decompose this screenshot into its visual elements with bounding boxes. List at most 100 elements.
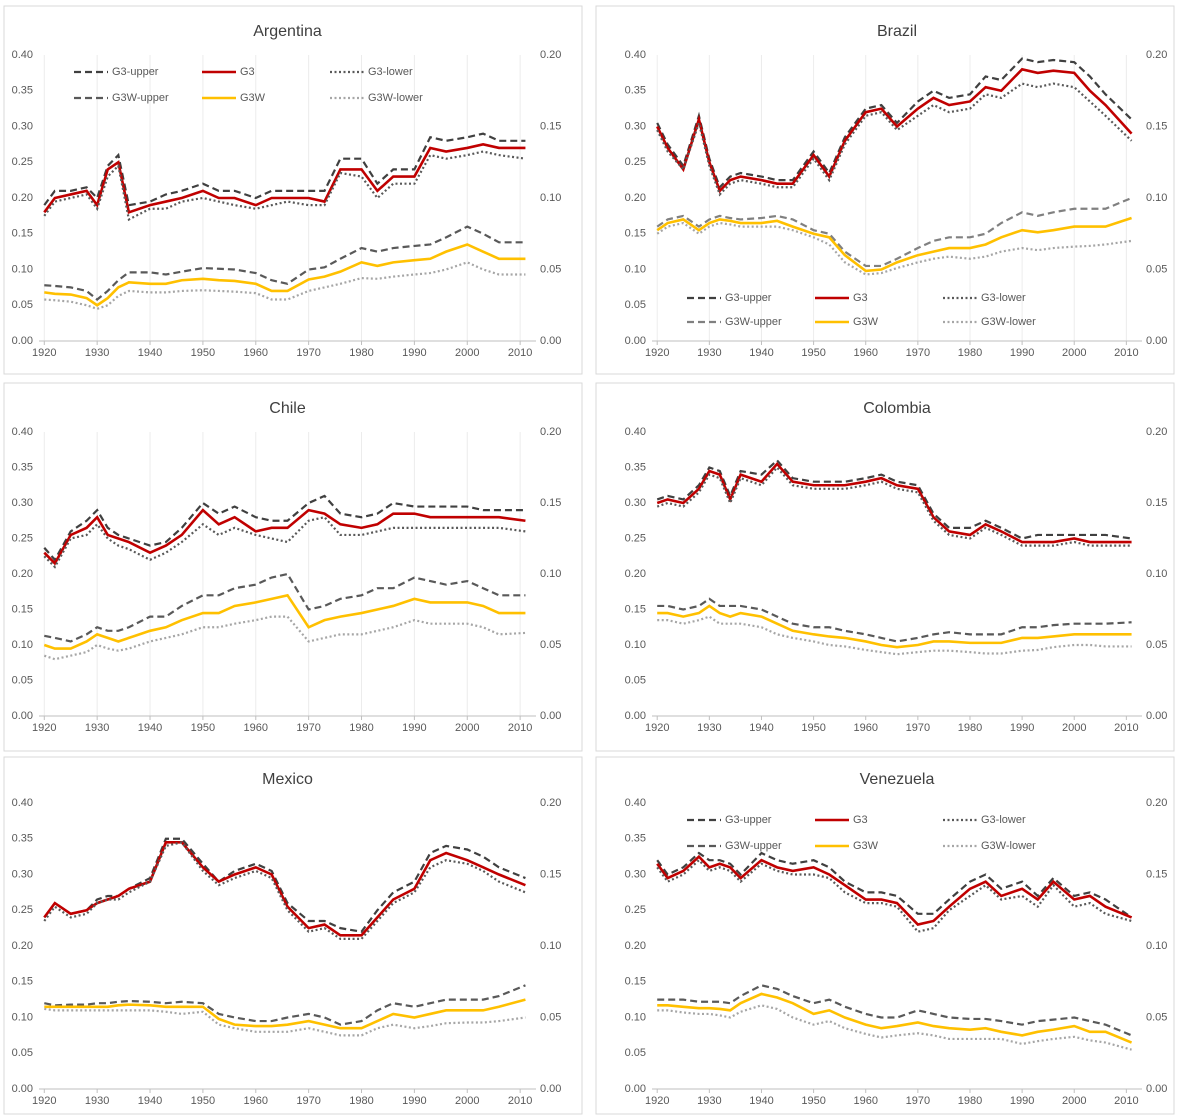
y-tick-label: 0.00 [625, 1083, 646, 1095]
y2-tick-label: 0.10 [1146, 192, 1167, 204]
x-tick-label: 1990 [402, 722, 426, 734]
x-tick-label: 1990 [1010, 1095, 1034, 1107]
x-tick-label: 1940 [138, 347, 162, 359]
y2-tick-label: 0.05 [1146, 263, 1167, 275]
y2-tick-label: 0.15 [540, 497, 561, 509]
y-tick-label: 0.20 [12, 940, 33, 952]
x-tick-label: 1980 [958, 347, 982, 359]
legend-label: G3W-upper [112, 92, 169, 104]
y-tick-label: 0.00 [12, 710, 33, 722]
x-tick-label: 2010 [1114, 1095, 1138, 1107]
y-tick-label: 0.05 [625, 299, 646, 311]
panel [595, 5, 1175, 375]
x-tick-label: 1960 [853, 1095, 877, 1107]
y2-tick-label: 0.20 [540, 426, 561, 438]
x-tick-label: 1980 [958, 722, 982, 734]
y-tick-label: 0.15 [12, 603, 33, 615]
y-tick-label: 0.30 [12, 120, 33, 132]
series-line [44, 243, 526, 307]
y-tick-label: 0.25 [12, 532, 33, 544]
series-line [43, 593, 526, 650]
x-tick-label: 1920 [32, 1095, 56, 1107]
chart-title: Colombia [863, 400, 931, 417]
legend-label: G3-upper [112, 66, 159, 78]
legend-label: G3W [240, 92, 266, 104]
y-tick-label: 0.40 [625, 49, 646, 61]
y-tick-label: 0.35 [12, 833, 33, 845]
y-tick-label: 0.00 [625, 710, 646, 722]
x-tick-label: 1930 [85, 347, 109, 359]
y2-tick-label: 0.15 [1146, 120, 1167, 132]
x-tick-label: 1920 [32, 722, 56, 734]
x-tick-label: 2000 [455, 347, 479, 359]
y2-tick-label: 0.05 [540, 263, 561, 275]
y-tick-label: 0.25 [625, 532, 646, 544]
x-tick-label: 1980 [349, 1095, 373, 1107]
y2-tick-label: 0.20 [1146, 426, 1167, 438]
x-tick-label: 1970 [296, 722, 320, 734]
series-line [44, 984, 526, 1026]
x-tick-label: 2010 [1114, 347, 1138, 359]
x-tick-label: 1970 [906, 1095, 930, 1107]
y2-tick-label: 0.20 [540, 49, 561, 61]
legend-label: G3W-lower [981, 316, 1036, 328]
x-tick-label: 1980 [958, 1095, 982, 1107]
y2-tick-label: 0.00 [540, 710, 561, 722]
series-line [657, 604, 1132, 649]
x-tick-label: 1990 [1010, 722, 1034, 734]
y2-tick-label: 0.20 [1146, 49, 1167, 61]
y-tick-label: 0.05 [12, 674, 33, 686]
x-tick-label: 1990 [1010, 347, 1034, 359]
y-tick-label: 0.20 [12, 192, 33, 204]
y2-tick-label: 0.10 [1146, 568, 1167, 580]
legend-label: G3W-upper [725, 840, 782, 852]
x-tick-label: 1960 [853, 347, 877, 359]
x-tick-label: 1970 [906, 722, 930, 734]
chart-title: Mexico [262, 771, 313, 788]
x-tick-label: 1940 [749, 347, 773, 359]
y2-tick-label: 0.15 [1146, 497, 1167, 509]
y-tick-label: 0.15 [625, 976, 646, 988]
y-tick-label: 0.00 [625, 335, 646, 347]
x-tick-label: 1950 [801, 347, 825, 359]
x-tick-label: 1960 [244, 1095, 268, 1107]
y-tick-label: 0.10 [12, 263, 33, 275]
y-tick-label: 0.05 [12, 299, 33, 311]
x-tick-label: 1980 [349, 722, 373, 734]
x-tick-label: 2010 [508, 722, 532, 734]
y2-tick-label: 0.00 [1146, 710, 1167, 722]
legend-label: G3W [853, 840, 879, 852]
y-tick-label: 0.30 [625, 868, 646, 880]
series-line [656, 458, 1132, 540]
y-tick-label: 0.40 [625, 797, 646, 809]
y-tick-label: 0.10 [625, 263, 646, 275]
x-tick-label: 1930 [85, 722, 109, 734]
chart-title: Argentina [253, 23, 322, 40]
x-tick-label: 1920 [32, 347, 56, 359]
y2-tick-label: 0.00 [540, 1083, 561, 1095]
x-tick-label: 1950 [801, 1095, 825, 1107]
x-tick-label: 1930 [697, 1095, 721, 1107]
x-tick-label: 1950 [191, 722, 215, 734]
x-tick-label: 1980 [349, 347, 373, 359]
series-line [656, 196, 1132, 268]
series-line [43, 150, 526, 222]
x-tick-label: 1940 [138, 722, 162, 734]
x-tick-label: 2000 [1062, 722, 1086, 734]
x-tick-label: 1960 [853, 722, 877, 734]
y2-tick-label: 0.10 [1146, 940, 1167, 952]
series-line [657, 615, 1132, 656]
series-line [656, 67, 1133, 194]
series-line [656, 465, 1132, 547]
y-tick-label: 0.25 [625, 904, 646, 916]
y-tick-label: 0.20 [625, 940, 646, 952]
y-tick-label: 0.20 [12, 568, 33, 580]
x-tick-label: 1950 [191, 347, 215, 359]
legend-label: G3W-lower [981, 840, 1036, 852]
legend-label: G3-lower [368, 66, 413, 78]
x-tick-label: 1920 [645, 347, 669, 359]
x-tick-label: 2000 [455, 722, 479, 734]
y-tick-label: 0.20 [625, 568, 646, 580]
series-line [43, 841, 526, 940]
